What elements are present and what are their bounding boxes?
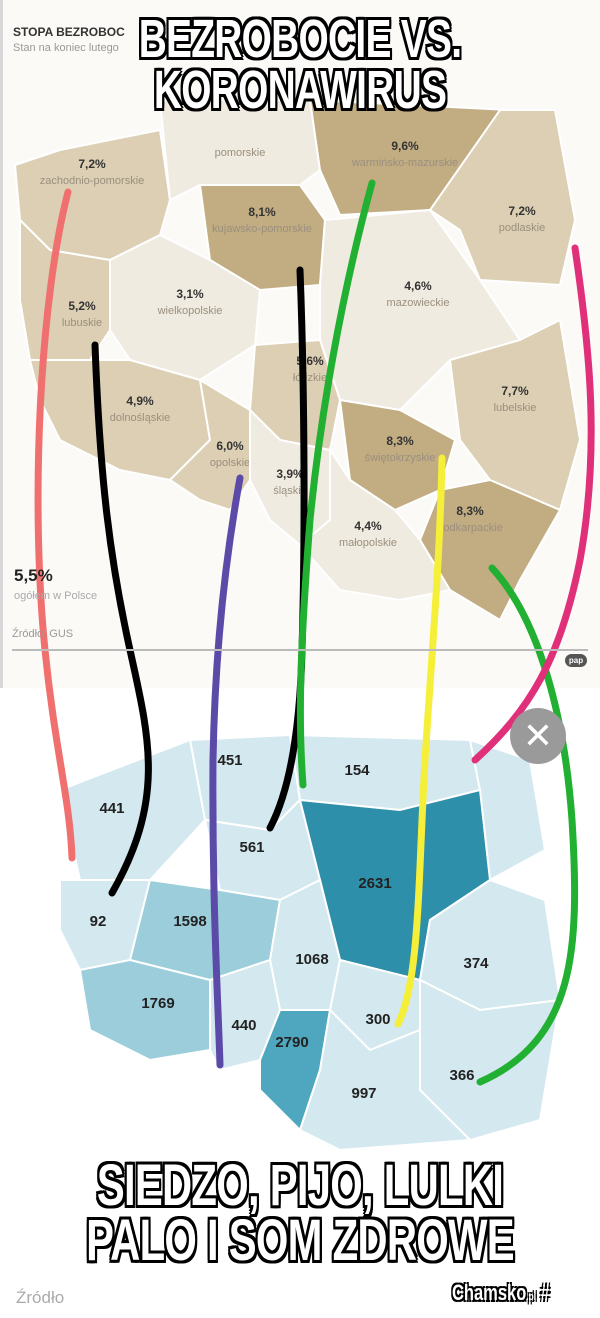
region-9: 4,9% dolnośląskie — [28, 359, 212, 482]
region-name: łódzkie — [293, 372, 327, 384]
region-value: 4,4% — [354, 519, 382, 533]
region-value: 8,3% — [386, 434, 414, 448]
covid-region-value: 2631 — [358, 875, 391, 892]
bottom-caption-line1: SIEDZO, PIJO, LULKI — [96, 1153, 504, 1218]
region-name: lubuskie — [62, 317, 102, 329]
covid-region-shape — [298, 1007, 473, 1152]
region-shape — [428, 109, 577, 287]
region-name: świętokrzyskie — [365, 452, 436, 464]
region-name: małopolskie — [339, 537, 397, 549]
watermark-suffix: .pl — [526, 1291, 536, 1303]
region-6: 5,2% lubuskie — [19, 217, 111, 361]
region-value: 8,1% — [248, 205, 276, 219]
covid-region-6: 92 — [59, 879, 152, 972]
covid-map: 4511544413795612631921598106837417693004… — [58, 733, 562, 1152]
region-name: podlaskie — [499, 222, 545, 234]
region-name: śląskie — [273, 485, 307, 497]
covid-region-value: 300 — [365, 1011, 390, 1028]
covid-region-value: 92 — [90, 913, 107, 930]
covid-region-9: 374 — [418, 878, 562, 1012]
region-shape — [298, 446, 452, 602]
region-name: kujawsko-pomorskie — [212, 223, 312, 235]
region-shape — [448, 318, 582, 512]
region-name: opolskie — [210, 457, 250, 469]
region-value: 3,9% — [276, 467, 304, 481]
region-value: 4,9% — [126, 394, 154, 408]
region-12: 6,0% opolskie — [168, 378, 251, 512]
top-caption: BEZROBOCIE VS. KORONAWIRUS — [138, 9, 462, 121]
region-value: 3,1% — [176, 287, 204, 301]
covid-region-value: 997 — [351, 1085, 376, 1102]
region-name: zachodnio-pomorskie — [40, 175, 145, 187]
drawn-line-6 — [476, 564, 579, 1086]
region-name: dolnośląskie — [110, 412, 171, 424]
region-value: 9,6% — [391, 139, 419, 153]
covid-region-8: 1068 — [268, 878, 342, 1011]
covid-region-value: 440 — [231, 1017, 256, 1034]
region-10: 7,7% lubelskie — [448, 318, 582, 512]
covid-source-label: Źródło — [16, 1288, 65, 1307]
map-subtitle: Stan na koniec lutego — [13, 42, 119, 54]
region-value: 5,2% — [68, 299, 96, 313]
map-title: STOPA BEZROBOC — [13, 25, 125, 39]
watermark: Chamsko.pl # — [452, 1280, 550, 1306]
bottom-caption-line2: PALO I SOM ZDROWE — [86, 1208, 514, 1274]
region-3: 7,2% podlaskie — [428, 109, 577, 287]
drawn-line-0 — [34, 188, 76, 862]
region-0: 7,2% zachodnio-pomorskie — [13, 128, 172, 262]
drawn-line-3 — [296, 179, 376, 789]
covid-region-15: 997 — [298, 1007, 473, 1152]
region-15: 4,4% małopolskie — [298, 446, 452, 602]
region-value: 4,6% — [404, 279, 432, 293]
region-name: wielkopolskie — [157, 305, 223, 317]
region-name: warmińsko-mazurskie — [351, 157, 458, 169]
region-value: 7,2% — [78, 157, 106, 171]
covid-region-value: 374 — [463, 955, 489, 972]
region-value: 7,2% — [508, 204, 536, 218]
covid-region-value: 451 — [217, 752, 242, 769]
region-value: 6,0% — [216, 439, 244, 453]
region-name: lubelskie — [494, 402, 537, 414]
unemployment-map: 7,2% zachodnio-pomorskie pomorskie 9,6% warm… — [13, 98, 582, 622]
source-label: Źródło: GUS — [12, 628, 74, 640]
region-14: 8,3% podkarpackie — [418, 478, 562, 622]
drawn-lines — [34, 179, 595, 1086]
region-name: podkarpackie — [437, 522, 502, 534]
close-icon[interactable]: ✕ — [510, 708, 566, 764]
watermark-text: Chamsko — [452, 1280, 527, 1305]
region-4: 8,1% kujawsko-pomorskie — [198, 184, 327, 292]
region-value: 8,3% — [456, 504, 484, 518]
covid-region-value: 561 — [239, 839, 264, 856]
covid-region-value: 366 — [449, 1067, 474, 1084]
region-value: 7,7% — [501, 384, 529, 398]
total-label: ogółem w Polsce — [14, 590, 98, 602]
drawn-line-5 — [394, 454, 446, 1028]
drawn-line-7 — [471, 244, 595, 764]
region-5: 3,1% wielkopolskie — [109, 233, 262, 382]
covid-region-value: 441 — [99, 800, 124, 817]
covid-region-12: 440 — [209, 958, 282, 1072]
covid-region-10: 1769 — [78, 958, 211, 1062]
drawn-line-4 — [209, 474, 244, 1069]
covid-region-shape — [58, 738, 207, 881]
covid-region-value: 154 — [344, 762, 370, 779]
total-value: 5,5% — [14, 566, 53, 585]
pap-logo: pap — [565, 654, 587, 667]
covid-region-value: 2790 — [275, 1034, 308, 1051]
bottom-caption: SIEDZO, PIJO, LULKI PALO I SOM ZDROWE — [84, 1153, 516, 1274]
covid-region-value: 1769 — [141, 995, 174, 1012]
covid-region-2: 441 — [58, 738, 207, 881]
covid-region-value: 1598 — [173, 913, 206, 930]
divider — [12, 649, 588, 651]
region-name: pomorskie — [215, 147, 266, 159]
region-name: mazowieckie — [387, 297, 450, 309]
region-shape — [19, 217, 111, 361]
hash-logo-icon: # — [540, 1280, 550, 1305]
covid-region-value: 1068 — [295, 951, 328, 968]
